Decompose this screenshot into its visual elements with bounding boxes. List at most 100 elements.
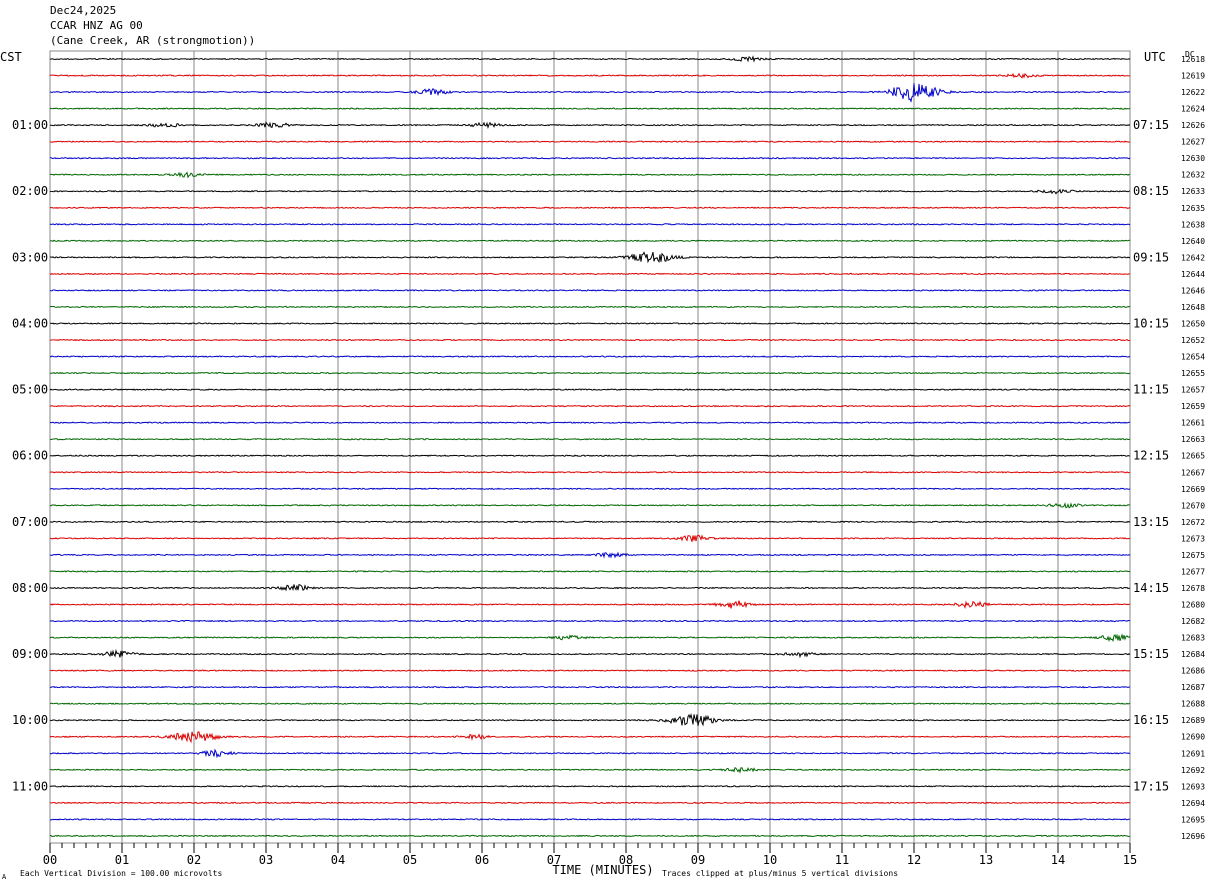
dc-offset-label: 12696 — [1181, 832, 1205, 841]
trace-line — [49, 437, 1131, 441]
seismic-traces — [49, 55, 1131, 838]
trace-line — [49, 355, 1131, 358]
trace-line — [49, 55, 1131, 63]
dc-label: DC — [1185, 50, 1195, 59]
utc-hour-label: 09:15 — [1133, 250, 1169, 264]
utc-axis-label: UTC — [1144, 50, 1166, 64]
trace-line — [49, 818, 1131, 821]
dc-offset-label: 12670 — [1181, 501, 1205, 510]
x-tick-label: 15 — [1123, 853, 1137, 867]
plot-frame — [49, 50, 1131, 844]
plot-grid — [49, 50, 1131, 844]
trace-line — [49, 371, 1131, 375]
trace-line — [49, 801, 1131, 805]
axis-labels: 12618 12619 12622 12624 12626 12627 12630 12632… — [0, 50, 1205, 881]
trace-line — [49, 188, 1131, 195]
trace-line — [49, 584, 1131, 592]
dc-offset-label: 12638 — [1181, 220, 1205, 229]
dc-offset-label: 12663 — [1181, 435, 1205, 444]
x-tick-label: 12 — [907, 853, 921, 867]
trace-line — [49, 570, 1131, 573]
corner-mark: A — [2, 873, 7, 881]
trace-line — [49, 600, 1131, 609]
dc-offset-label: 12635 — [1181, 204, 1205, 213]
utc-hour-label: 16:15 — [1133, 713, 1169, 727]
utc-hour-label: 15:15 — [1133, 647, 1169, 661]
trace-line — [49, 648, 1131, 659]
dc-offset-label: 12622 — [1181, 88, 1205, 97]
trace-line — [49, 502, 1131, 509]
dc-offset-label: 12650 — [1181, 319, 1205, 328]
trace-line — [49, 338, 1131, 342]
cst-hour-label: 06:00 — [12, 449, 48, 463]
header-date: Dec24,2025 — [50, 4, 117, 17]
trace-line — [49, 107, 1131, 110]
x-tick-label: 04 — [331, 853, 345, 867]
x-tick-label: 05 — [403, 853, 417, 867]
x-tick-label: 06 — [475, 853, 489, 867]
trace-line — [49, 748, 1131, 759]
utc-hour-label: 14:15 — [1133, 581, 1169, 595]
dc-offset-label: 12693 — [1181, 782, 1205, 791]
cst-hour-label: 11:00 — [12, 779, 48, 793]
cst-hour-label: 02:00 — [12, 184, 48, 198]
header-station: CCAR HNZ AG 00 — [50, 19, 143, 32]
cst-hour-label: 07:00 — [12, 515, 48, 529]
clip-note: Traces clipped at plus/minus 5 vertical … — [662, 869, 898, 878]
trace-line — [49, 305, 1131, 309]
trace-line — [49, 785, 1131, 788]
trace-line — [49, 404, 1131, 408]
trace-line — [49, 520, 1131, 524]
trace-line — [49, 206, 1131, 209]
x-tick-label: 07 — [547, 853, 561, 867]
dc-offset-label: 12678 — [1181, 584, 1205, 593]
dc-offset-label: 12694 — [1181, 799, 1205, 808]
trace-line — [49, 766, 1131, 774]
x-tick-label: 09 — [691, 853, 705, 867]
x-tick-label: 08 — [619, 853, 633, 867]
utc-hour-label: 08:15 — [1133, 184, 1169, 198]
x-tick-label: 00 — [43, 853, 57, 867]
dc-offset-label: 12659 — [1181, 402, 1205, 411]
trace-line — [49, 171, 1131, 179]
dc-offset-label: 12661 — [1181, 419, 1205, 428]
trace-line — [49, 669, 1131, 672]
dc-offset-label: 12682 — [1181, 617, 1205, 626]
cst-hour-label: 01:00 — [12, 118, 48, 132]
trace-line — [49, 471, 1131, 474]
dc-offset-label: 12644 — [1181, 270, 1205, 279]
x-axis: 00 01 02 03 04 05 06 07 08 09 10 11 12 13 14 15 — [43, 843, 1137, 867]
dc-offset-label: 12619 — [1181, 72, 1205, 81]
x-tick-label: 02 — [187, 853, 201, 867]
trace-line — [49, 251, 1131, 264]
x-tick-label: 13 — [979, 853, 993, 867]
utc-hour-label: 12:15 — [1133, 449, 1169, 463]
trace-line — [49, 487, 1131, 491]
trace-line — [49, 223, 1131, 226]
dc-offset-label: 12627 — [1181, 138, 1205, 147]
trace-line — [49, 619, 1131, 623]
dc-offset-label: 12686 — [1181, 667, 1205, 676]
cst-hour-label: 10:00 — [12, 713, 48, 727]
trace-line — [49, 731, 1131, 744]
dc-offset-label: 12618 — [1181, 55, 1205, 64]
dc-offset-label: 12642 — [1181, 253, 1205, 262]
scale-note: Each Vertical Division = 100.00 microvol… — [20, 869, 222, 878]
x-tick-label: 14 — [1051, 853, 1065, 867]
dc-offset-label: 12675 — [1181, 551, 1205, 560]
utc-hour-label: 11:15 — [1133, 383, 1169, 397]
dc-offset-label: 12688 — [1181, 700, 1205, 709]
cst-hour-label: 09:00 — [12, 647, 48, 661]
cst-axis-label: CST — [0, 50, 22, 64]
dc-offset-label: 12633 — [1181, 187, 1205, 196]
dc-offset-label: 12683 — [1181, 634, 1205, 643]
dc-offset-label: 12640 — [1181, 237, 1205, 246]
cst-hour-label: 03:00 — [12, 250, 48, 264]
dc-offset-label: 12684 — [1181, 650, 1205, 659]
trace-line — [49, 685, 1131, 689]
dc-offset-label: 12673 — [1181, 534, 1205, 543]
trace-line — [49, 72, 1131, 79]
x-axis-title: TIME (MINUTES) — [552, 863, 653, 877]
utc-hour-label: 13:15 — [1133, 515, 1169, 529]
